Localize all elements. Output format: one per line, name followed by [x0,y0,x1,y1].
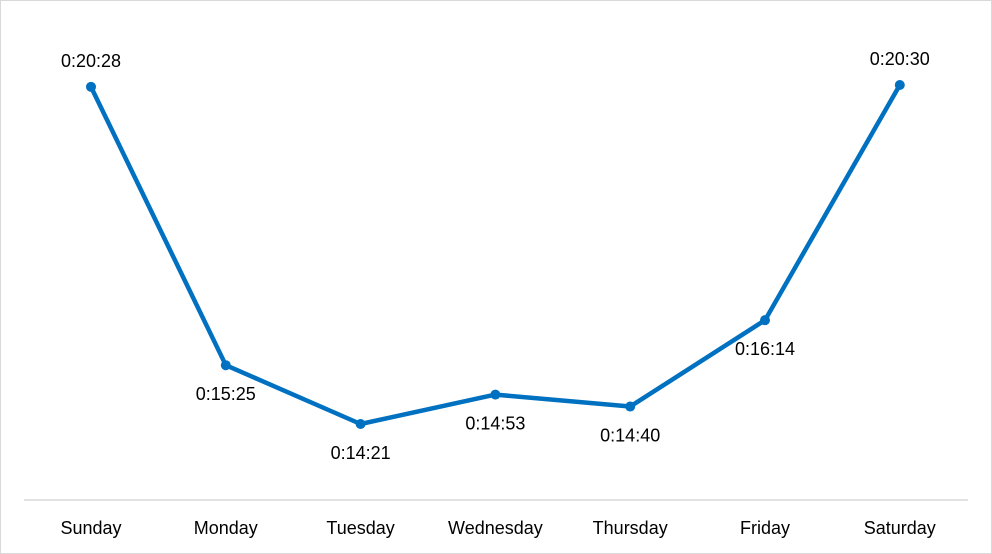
data-point-sunday [86,81,96,92]
x-tick-sunday: Sunday [60,518,121,538]
data-label-sunday: 0:20:28 [61,51,121,71]
data-point-thursday [625,401,636,412]
data-labels: 0:20:28 0:15:25 0:14:21 0:14:53 0:14:40 0:16:… [61,49,930,463]
data-point-wednesday [490,389,501,400]
x-tick-labels: Sunday Monday Tuesday Wednesday Thursday Frid… [60,518,935,538]
x-tick-saturday: Saturday [864,518,936,538]
data-point-saturday [894,80,905,90]
x-tick-monday: Monday [194,518,258,538]
x-tick-thursday: Thursday [593,518,668,538]
data-point-monday [220,360,231,371]
data-label-monday: 0:15:25 [196,384,256,404]
data-points [86,80,905,429]
x-tick-friday: Friday [740,518,790,538]
data-label-friday: 0:16:14 [735,339,795,359]
x-tick-wednesday: Wednesday [448,518,543,538]
data-point-friday [760,315,770,326]
series-line [88,82,903,427]
data-point-tuesday [355,419,366,429]
x-tick-tuesday: Tuesday [326,518,394,538]
data-label-saturday: 0:20:30 [870,49,930,69]
data-label-thursday: 0:14:40 [600,426,660,446]
data-label-tuesday: 0:14:21 [331,443,391,463]
data-label-wednesday: 0:14:53 [465,414,525,434]
